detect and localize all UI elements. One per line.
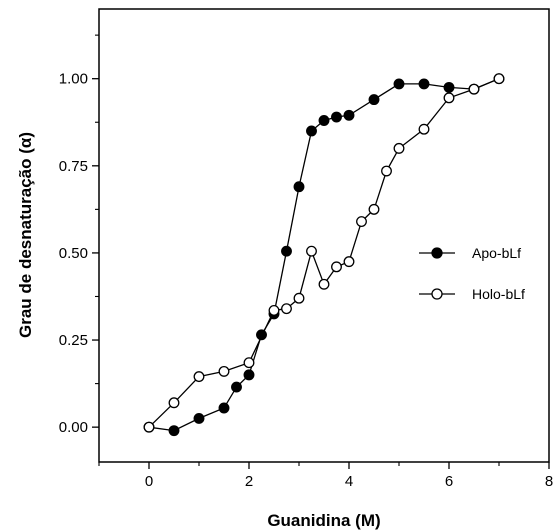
legend-label-apo: Apo-bLf (472, 245, 521, 261)
apo-point (343, 109, 355, 121)
apo-point (443, 81, 455, 93)
x-tick-label: 2 (245, 473, 253, 490)
holo-point (493, 73, 505, 85)
apo-point (293, 181, 305, 193)
x-tick-label: 0 (145, 473, 153, 490)
holo-point (281, 303, 292, 315)
y-tick-label: 0.75 (59, 158, 88, 175)
apo-point (168, 425, 180, 437)
x-tick-label: 6 (445, 473, 453, 490)
apo-point (218, 402, 230, 414)
legend-marker-holo (431, 288, 443, 300)
holo-point (168, 397, 180, 409)
series-layer (143, 73, 505, 437)
holo-point (418, 123, 430, 135)
holo-point (268, 304, 280, 316)
y-tick-label: 0.00 (59, 419, 88, 436)
x-axis-ticks: 0 2 4 6 8 (98, 462, 553, 490)
legend-label-holo: Holo-bLf (472, 286, 525, 302)
legend-marker-apo (431, 247, 443, 259)
holo-point (243, 357, 255, 369)
y-tick-label: 0.25 (59, 332, 88, 349)
holo-point (393, 142, 405, 154)
apo-point (318, 115, 330, 126)
apo-point (256, 329, 267, 341)
apo-point (193, 412, 205, 424)
apo-point (393, 78, 405, 90)
x-tick-label: 4 (345, 473, 353, 490)
apo-point (231, 381, 242, 393)
y-axis-ticks: 0.00 0.25 0.50 0.75 1.00 (59, 34, 99, 436)
legend: Apo-bLf Holo-bLf (419, 245, 525, 302)
holo-point (356, 216, 367, 228)
y-tick-label: 1.00 (59, 71, 88, 88)
apo-point (331, 111, 342, 123)
holo-point (381, 165, 392, 177)
apo-point (281, 245, 292, 257)
holo-point (218, 365, 230, 377)
holo-point (143, 421, 155, 433)
y-tick-label: 0.50 (59, 245, 88, 262)
apo-point (243, 369, 255, 381)
holo-point (331, 261, 342, 273)
apo-point (368, 94, 380, 106)
holo-point (343, 256, 355, 268)
x-tick-label: 8 (545, 473, 553, 490)
apo-point (306, 125, 317, 137)
plot-frame (98, 8, 550, 463)
holo-point (368, 203, 380, 215)
y-axis-title: Grau de desnaturação (α) (16, 132, 35, 338)
holo-point (318, 278, 330, 290)
holo-point (306, 245, 317, 257)
holo-point (293, 292, 305, 304)
apo-point (418, 78, 430, 90)
holo-point (443, 92, 455, 104)
holo-point (468, 83, 480, 95)
holo-point (193, 371, 205, 383)
x-axis-title: Guanidina (M) (267, 511, 380, 530)
